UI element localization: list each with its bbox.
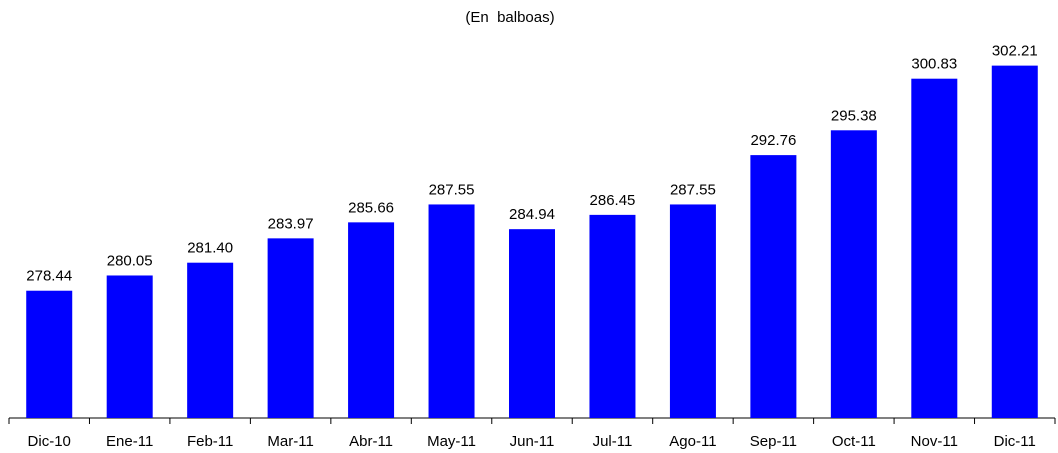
bar: [267, 238, 314, 418]
x-tick-label: Feb-11: [187, 433, 233, 450]
value-label: 302.21: [992, 43, 1038, 60]
x-tick-label: May-11: [427, 433, 476, 450]
bar: [589, 214, 636, 418]
x-tick-label: Dic-11: [994, 433, 1036, 450]
value-label: 281.40: [187, 240, 233, 257]
value-label: 280.05: [107, 252, 153, 269]
value-label: 286.45: [590, 192, 636, 209]
bar: [187, 262, 234, 418]
x-tick-label: Oct-11: [832, 433, 876, 450]
bar: [991, 65, 1038, 418]
bar: [428, 204, 475, 418]
value-label: 287.55: [670, 181, 716, 198]
x-tick-label: Ago-11: [669, 433, 716, 450]
x-tick-label: Jun-11: [510, 433, 555, 450]
bar: [348, 222, 395, 418]
bar: [750, 155, 797, 418]
x-tick-label: Abr-11: [349, 433, 393, 450]
x-tick-label: Mar-11: [267, 433, 313, 450]
bar: [911, 78, 958, 418]
value-label: 285.66: [348, 199, 394, 216]
value-label: 295.38: [831, 107, 877, 124]
x-tick-label: Dic-10: [28, 433, 71, 450]
bar: [509, 229, 555, 418]
value-label: 283.97: [268, 215, 314, 232]
bar: [830, 130, 877, 419]
chart-title: (En balboas): [465, 9, 554, 26]
x-tick-label: Nov-11: [911, 433, 958, 450]
bar: [106, 275, 153, 418]
x-tick-label: Jul-11: [593, 433, 633, 450]
x-tick-label: Sep-11: [750, 433, 797, 450]
value-label: 292.76: [750, 132, 796, 149]
bar: [669, 204, 716, 418]
value-label: 300.83: [911, 56, 957, 73]
value-label: 284.94: [509, 206, 555, 223]
x-tick-label: Ene-11: [106, 433, 153, 450]
bar: [26, 290, 73, 418]
value-label: 278.44: [26, 268, 72, 285]
value-label: 287.55: [429, 181, 475, 198]
